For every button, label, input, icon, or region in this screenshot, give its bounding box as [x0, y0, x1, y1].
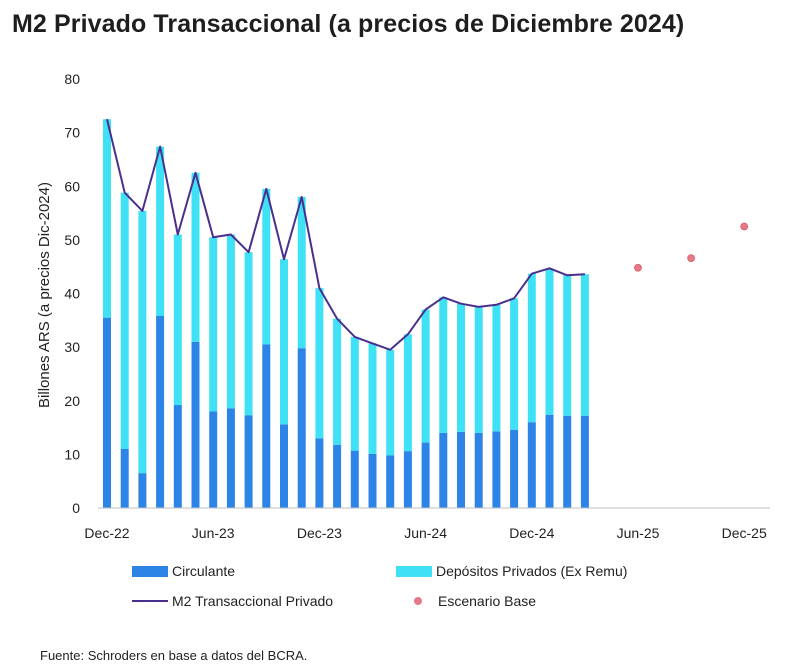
bar-depositos	[120, 192, 129, 450]
bar-depositos	[386, 349, 395, 456]
y-tick-label: 70	[64, 125, 80, 141]
legend-swatch-escenario	[414, 597, 422, 605]
bar-depositos	[315, 288, 324, 439]
bar-circulante	[244, 415, 253, 508]
bar-circulante	[368, 453, 377, 508]
bar-circulante	[191, 341, 200, 508]
bar-depositos	[492, 304, 501, 432]
bar-circulante	[403, 451, 412, 508]
y-tick-label: 30	[64, 339, 80, 355]
x-tick-label: Dec-25	[722, 525, 767, 541]
y-tick-label: 40	[64, 286, 80, 302]
x-tick-label: Dec-24	[509, 525, 554, 541]
x-tick-label: Jun-25	[617, 525, 660, 541]
legend-label-escenario: Escenario Base	[438, 593, 537, 609]
bar-circulante	[138, 473, 147, 508]
bar-circulante	[226, 408, 235, 508]
bar-circulante	[280, 424, 288, 508]
x-tick-label: Jun-23	[192, 525, 235, 541]
bar-circulante	[333, 444, 342, 508]
bar-depositos	[138, 210, 147, 474]
bar-depositos	[474, 306, 483, 433]
bar-depositos	[262, 188, 271, 345]
line-m2-transaccional	[106, 118, 585, 351]
y-tick-label: 10	[64, 446, 80, 462]
bar-circulante	[510, 429, 519, 508]
x-tick-label: Jun-24	[404, 525, 447, 541]
bar-depositos	[403, 334, 412, 452]
bar-depositos	[563, 275, 572, 416]
bar-depositos	[280, 259, 288, 425]
y-tick-label: 50	[64, 232, 80, 248]
bar-circulante	[492, 431, 501, 508]
bar-circulante	[315, 438, 324, 508]
point-escenario-base	[634, 263, 642, 272]
bar-depositos	[173, 234, 182, 406]
bar-depositos	[545, 268, 554, 415]
bar-depositos	[457, 303, 465, 432]
bar-depositos	[350, 336, 359, 451]
bar-depositos	[421, 309, 430, 443]
bar-circulante	[580, 415, 589, 508]
bar-circulante	[527, 422, 536, 508]
legend-m2: M2 Transaccional Privado	[132, 593, 333, 609]
legend-label-depositos: Depósitos Privados (Ex Remu)	[436, 563, 628, 579]
bar-depositos	[156, 146, 165, 317]
bar-depositos	[439, 297, 448, 433]
legend-swatch-depositos	[396, 565, 432, 577]
legend-escenario: Escenario Base	[412, 593, 536, 609]
bar-circulante	[262, 344, 271, 508]
legend-swatch-m2	[132, 600, 168, 602]
bar-depositos	[103, 119, 111, 318]
bar-depositos	[209, 237, 218, 412]
chart-title: M2 Privado Transaccional (a precios de D…	[12, 10, 685, 38]
bar-depositos	[297, 196, 306, 349]
bar-depositos	[527, 273, 536, 423]
bar-circulante	[297, 348, 306, 508]
legend-circulante: Circulante	[132, 563, 235, 579]
legend-label-circulante: Circulante	[172, 563, 236, 579]
bar-circulante	[173, 405, 182, 508]
y-axis-label: Billones ARS (a precios Dic-2024)	[36, 182, 53, 408]
y-tick-label: 0	[72, 500, 80, 516]
legend-label-m2: M2 Transaccional Privado	[172, 593, 334, 609]
bar-depositos	[333, 318, 342, 445]
bar-depositos	[580, 274, 589, 416]
bar-circulante	[545, 414, 554, 508]
bar-depositos	[510, 298, 519, 430]
bar-circulante	[563, 415, 572, 508]
y-tick-label: 80	[64, 71, 80, 87]
bar-circulante	[209, 411, 218, 508]
bar-circulante	[120, 449, 129, 508]
bar-depositos	[226, 234, 235, 409]
bar-circulante	[421, 442, 430, 508]
bar-circulante	[439, 432, 448, 508]
point-escenario-base	[740, 222, 749, 231]
source-note: Fuente: Schroders en base a datos del BC…	[40, 648, 308, 663]
y-tick-label: 60	[64, 178, 80, 194]
legend-depositos: Depósitos Privados (Ex Remu)	[396, 563, 627, 579]
bar-circulante	[474, 432, 483, 508]
bar-circulante	[103, 317, 111, 508]
x-tick-label: Dec-22	[84, 525, 129, 541]
bar-circulante	[156, 316, 165, 508]
bar-depositos	[191, 172, 200, 342]
bar-depositos	[368, 343, 377, 454]
legend-swatch-circulante	[132, 565, 168, 577]
x-tick-label: Dec-23	[297, 525, 342, 541]
bar-circulante	[350, 450, 359, 508]
bar-depositos	[244, 252, 253, 416]
y-tick-label: 20	[64, 393, 80, 409]
bar-circulante	[386, 455, 395, 508]
point-escenario-base	[687, 254, 695, 263]
bar-circulante	[457, 431, 465, 508]
